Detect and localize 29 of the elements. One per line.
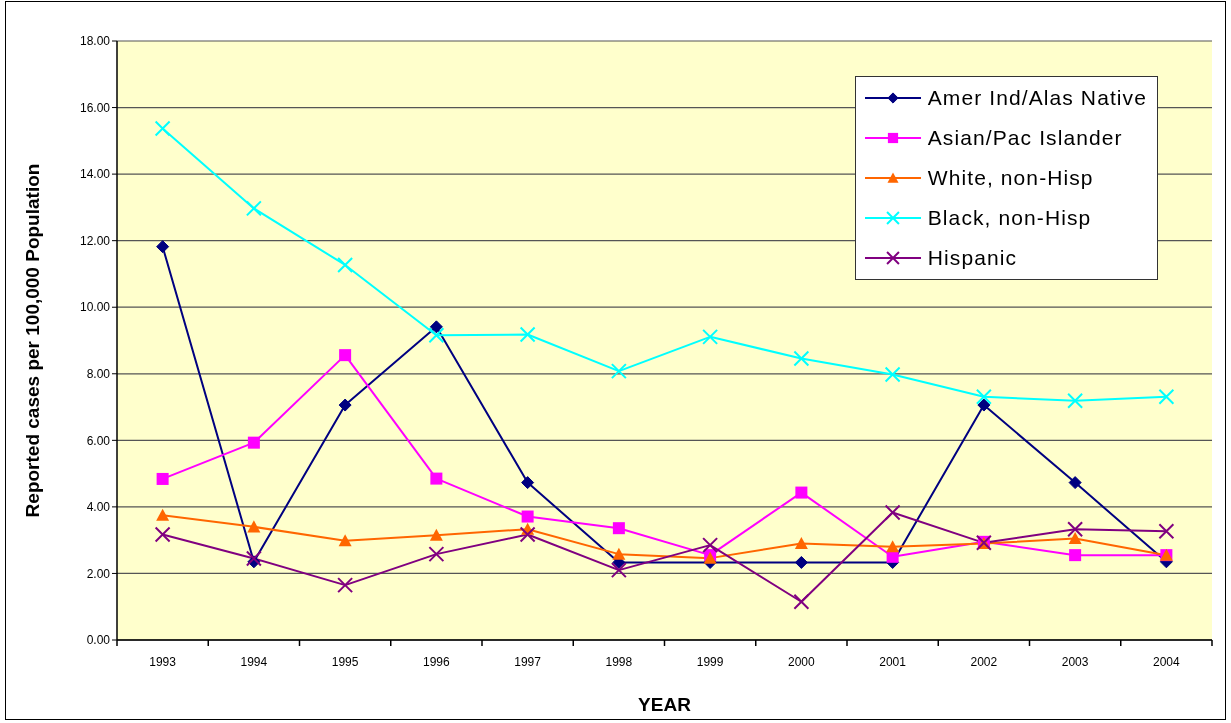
y-tick-label: 18.00: [79, 34, 111, 49]
x-tick-label: 1998: [605, 655, 633, 669]
y-tick-label: 0.00: [86, 633, 111, 648]
y-tick-label: 2.00: [86, 566, 111, 581]
legend-label: Black, non-Hisp: [927, 206, 1092, 230]
x-tick-label: 2002: [970, 655, 998, 669]
y-tick-label: 4.00: [86, 500, 111, 515]
x-tick-label: 2000: [788, 655, 816, 669]
x-tick-label: 1996: [423, 655, 451, 669]
x-tick-label: 1993: [149, 655, 177, 669]
y-tick-label: 12.00: [79, 233, 111, 248]
x-tick-label: 2003: [1061, 655, 1089, 669]
y-tick-label: 8.00: [86, 367, 111, 382]
x-tick-label: 2001: [879, 655, 907, 669]
y-axis-title: Reported cases per 100,000 Population: [21, 163, 43, 518]
y-tick-label: 6.00: [86, 433, 111, 448]
y-tick-label: 10.00: [79, 300, 111, 315]
x-tick-label: 1999: [696, 655, 724, 669]
legend-label: Asian/Pac Islander: [927, 126, 1123, 150]
x-tick-label: 1997: [514, 655, 542, 669]
legend-label: Amer Ind/Alas Native: [927, 86, 1147, 110]
x-tick-label: 1995: [331, 655, 359, 669]
legend-label: Hispanic: [927, 246, 1018, 270]
y-tick-label: 14.00: [79, 167, 111, 182]
y-tick-label: 16.00: [79, 100, 111, 115]
legend-label: White, non-Hisp: [927, 166, 1094, 190]
x-axis-title: YEAR: [638, 694, 692, 715]
x-tick-label: 1994: [240, 655, 268, 669]
x-tick-label: 2004: [1153, 655, 1181, 669]
